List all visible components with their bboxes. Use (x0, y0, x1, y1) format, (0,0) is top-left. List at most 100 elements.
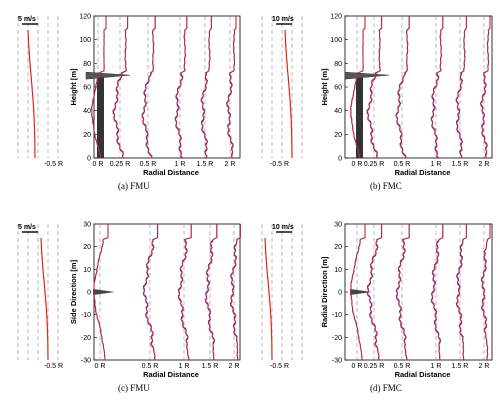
plot-frame (93, 15, 241, 159)
inset-tick-label: -0.5 R (44, 161, 63, 168)
wake-profile-series-b (480, 224, 491, 361)
rotor-hub (344, 71, 390, 80)
y-tick-label: 100 (79, 37, 91, 44)
x-tick-label: 2 R (225, 161, 236, 168)
wake-profile-series-a (204, 224, 218, 361)
scale-label: 5 m/s (18, 224, 36, 231)
wake-profile-series-b (177, 224, 192, 361)
x-tick-label: 0.5 R (140, 161, 157, 168)
x-tick-label: 1 R (179, 363, 190, 370)
scale-label: 5 m/s (18, 16, 36, 23)
y-tick-label: 0 (338, 290, 342, 297)
x-tick-label: 1.5 R (452, 161, 469, 168)
wake-profile-series-b (479, 16, 491, 159)
x-tick-label: 2 R (479, 161, 490, 168)
y-axis-label: Height [m] (69, 68, 78, 106)
y-tick-label: 20 (334, 132, 342, 139)
wake-profile-series-a (174, 16, 188, 159)
x-axis-label: Radial Distance (143, 370, 199, 379)
x-tick-label: 0 R (352, 161, 363, 168)
y-tick-label: -30 (81, 358, 91, 365)
plot-frame (93, 223, 241, 361)
y-tick-label: -30 (332, 358, 342, 365)
y-tick-label: 120 (79, 14, 91, 21)
x-tick-label: 1 R (175, 161, 186, 168)
panel-b: 10 m/s -0.5 R 0 20 40 60 80 100 120 Height [m] Rad… (261, 14, 493, 191)
panel-caption: (c) FMU (118, 383, 150, 393)
x-tick-label: 1.5 R (202, 363, 219, 370)
y-tick-label: 80 (334, 61, 342, 68)
y-tick-label: 80 (83, 61, 91, 68)
x-axis-label: Radial Distance (395, 370, 451, 379)
y-axis-label: Radial Direction [m] (320, 256, 329, 327)
x-tick-label: 0.25 R (364, 363, 385, 370)
wake-profile-series-a (430, 16, 444, 159)
wake-profile-series-a (112, 16, 129, 159)
wake-profile-series-a (480, 224, 491, 360)
y-tick-label: 60 (334, 85, 342, 92)
y-tick-label: 20 (83, 132, 91, 139)
wake-profile-series-a (455, 224, 467, 361)
wake-profile-series-a (142, 224, 159, 360)
x-tick-label: 0 R (95, 363, 106, 370)
wake-profile-series-a (366, 224, 383, 360)
inset-tick-label: -0.5 R (270, 363, 289, 370)
y-tick-label: 0 (87, 290, 91, 297)
x-tick-label: 0.5 R (394, 363, 411, 370)
x-tick-label: 1 R (431, 363, 442, 370)
wake-profile-series-b (142, 224, 159, 361)
x-tick-label: 1.5 R (452, 363, 469, 370)
y-tick-label: 0 (338, 156, 342, 163)
wake-profile-series-a (350, 16, 366, 159)
y-tick-label: 10 (334, 267, 342, 274)
x-tick-label: 0.25 R (364, 161, 385, 168)
y-tick-label: 40 (334, 108, 342, 115)
y-tick-label: 20 (334, 244, 342, 251)
rotor-hub (85, 71, 131, 80)
x-tick-label: 1.5 R (197, 161, 214, 168)
inflow-profile (27, 29, 36, 158)
wake-profile-series-a (366, 16, 383, 159)
x-axis-label: Radial Distance (143, 168, 199, 177)
y-tick-label: 120 (330, 14, 342, 21)
inset-tick-label: -0.5 R (270, 161, 289, 168)
panel-d: 10 m/s -0.5 R -30 -20 -10 0 10 20 30 Radial Direc… (261, 222, 493, 393)
rotor-hub (350, 289, 372, 295)
y-tick-label: 100 (330, 37, 342, 44)
wake-profile-series-b (225, 16, 237, 159)
panel-a: 5 m/s -0.5 R 0 20 40 60 80 100 120 Height [m] Radi… (17, 14, 241, 191)
wake-profile-series-a (229, 224, 241, 361)
wake-profile-series-a (91, 16, 107, 159)
wake-profile-series-a (200, 16, 212, 159)
wake-profile-series-b (395, 224, 410, 361)
x-tick-label: 2 R (229, 363, 240, 370)
y-tick-label: -10 (81, 312, 91, 319)
panel-caption: (a) FMU (118, 181, 150, 191)
wake-profile-series-a (226, 16, 237, 158)
y-tick-label: -20 (332, 335, 342, 342)
rotor-hub (93, 289, 115, 295)
y-axis-label: Height [m] (320, 68, 329, 106)
y-axis-label: Side Direction [m] (69, 259, 78, 324)
plot-frame (344, 15, 493, 159)
panel-c: 5 m/s -0.5 R -30 -20 -10 0 10 20 30 Side Directio… (17, 222, 241, 393)
y-tick-label: 30 (334, 222, 342, 229)
wake-profile-series-b (455, 224, 467, 361)
x-tick-label: 0 R (352, 363, 363, 370)
inset-tick-label: -0.5 R (44, 363, 63, 370)
y-tick-label: -20 (81, 335, 91, 342)
y-tick-label: 20 (83, 244, 91, 251)
wake-profile-series-a (93, 224, 109, 361)
tower (356, 75, 363, 158)
wake-profile-series-a (480, 16, 491, 158)
y-tick-label: -10 (332, 312, 342, 319)
y-tick-label: 40 (83, 108, 91, 115)
wake-profile-series-a (455, 16, 467, 159)
x-tick-label: 0 R (93, 161, 104, 168)
y-tick-label: 30 (83, 222, 91, 229)
x-tick-label: 0.5 R (142, 363, 159, 370)
wake-profile-series-a (177, 224, 192, 361)
tower (97, 75, 104, 158)
scale-label: 10 m/s (272, 224, 294, 231)
